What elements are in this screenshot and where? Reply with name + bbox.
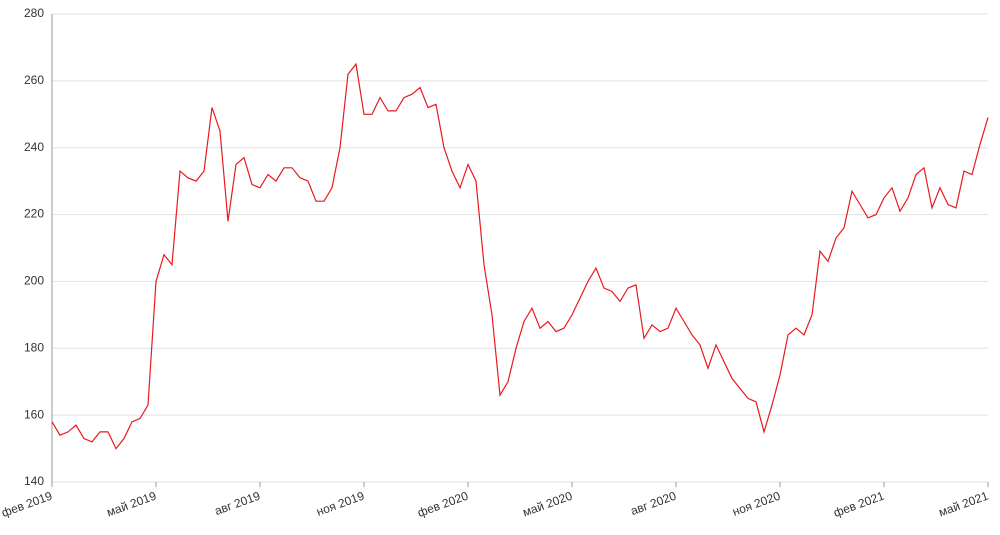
x-tick-label: авг 2020 (629, 489, 679, 518)
x-tick-label: май 2019 (105, 489, 159, 520)
y-tick-label: 240 (24, 140, 44, 154)
y-tick-label: 140 (24, 474, 44, 488)
y-tick-label: 260 (24, 73, 44, 87)
x-tick-label: авг 2019 (213, 489, 263, 518)
x-tick-label: фев 2021 (832, 489, 887, 520)
price-line (51, 62, 989, 450)
x-tick-label: ноя 2019 (314, 489, 366, 519)
x-tick-label: май 2020 (521, 489, 575, 520)
x-tick-label: фев 2019 (0, 489, 54, 520)
x-tick-label: фев 2020 (416, 489, 471, 520)
y-tick-label: 220 (24, 207, 44, 221)
y-tick-label: 200 (24, 274, 44, 288)
x-tick-label: ноя 2020 (730, 489, 782, 519)
y-tick-label: 180 (24, 340, 44, 354)
x-tick-label: май 2021 (937, 489, 991, 520)
y-tick-label: 160 (24, 407, 44, 421)
y-tick-label: 280 (24, 6, 44, 20)
